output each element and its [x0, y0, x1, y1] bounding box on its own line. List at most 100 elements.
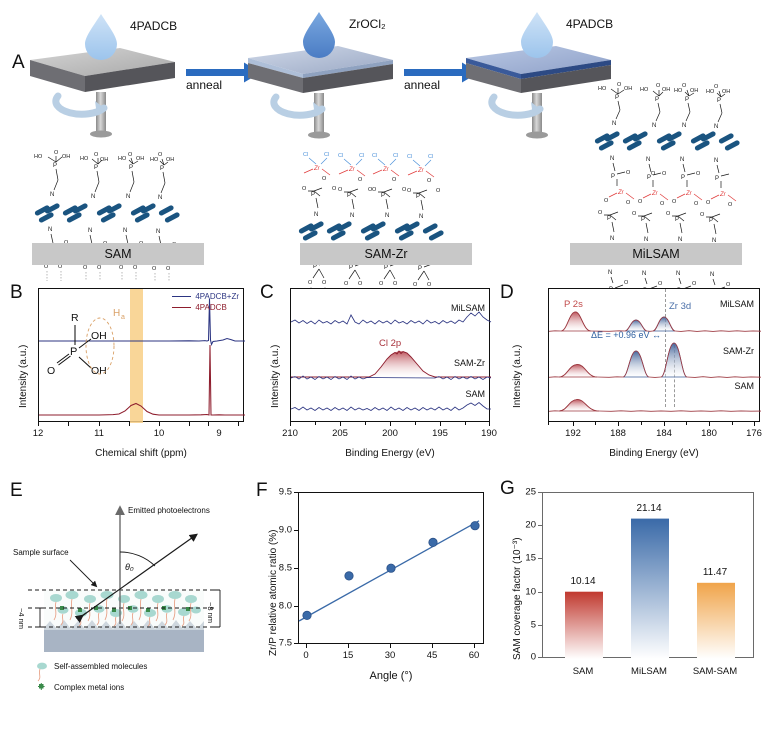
svg-text:Cl: Cl — [428, 154, 433, 160]
panel-e-schematic — [28, 505, 221, 690]
panel-d-xtick-188: 188 — [610, 428, 626, 439]
svg-text:OH: OH — [624, 86, 632, 92]
panel-c-plot-area: MiLSAM SAM-Zr SAM Cl 2p — [290, 288, 492, 422]
panel-e-arrow-label: Emitted photoelectrons — [128, 506, 210, 515]
svg-text:O: O — [402, 187, 407, 193]
trace-d-milsam — [548, 311, 762, 332]
panel-e-angled-arrow — [81, 533, 198, 617]
svg-text:O: O — [119, 265, 124, 271]
droplet-label-2: ZrOCl₂ — [349, 17, 386, 31]
svg-text:N: N — [385, 213, 389, 219]
svg-text:N: N — [610, 156, 614, 162]
trace-c-milsam — [290, 311, 492, 325]
panel-d-annotation-p2s: P 2s — [564, 299, 583, 310]
svg-text:O: O — [379, 281, 384, 287]
svg-text:O: O — [358, 281, 363, 287]
svg-text:O: O — [58, 264, 63, 270]
panel-c-peak-annotation: Cl 2p — [379, 338, 402, 349]
svg-text:O: O — [393, 281, 398, 287]
svg-text:O: O — [651, 171, 656, 177]
svg-text:O: O — [372, 187, 377, 193]
anneal-label-2: anneal — [404, 78, 441, 92]
svg-text:P: P — [384, 265, 388, 271]
panel-g-label: G — [500, 478, 515, 499]
panel-d: D Intensity (a.u.) — [492, 280, 780, 472]
svg-text:O: O — [427, 282, 432, 288]
svg-text:O: O — [700, 212, 705, 218]
svg-text:N: N — [642, 271, 646, 277]
svg-text:P: P — [607, 216, 611, 222]
svg-text:OH: OH — [690, 88, 698, 94]
svg-text:O: O — [97, 265, 102, 271]
panel-f: F Zr/P relative atomic ratio (%) 9.5 9.0… — [252, 478, 500, 718]
panel-g: G SAM coverage factor (10⁻³) 10.14 21.14 — [492, 478, 780, 718]
svg-text:N: N — [48, 227, 52, 233]
panel-e-label: E — [10, 480, 23, 501]
panel-g-ytick-15: 15 — [525, 552, 536, 564]
svg-text:O: O — [728, 202, 733, 208]
svg-text:HO: HO — [34, 154, 43, 160]
panel-d-xtick-184: 184 — [656, 428, 672, 439]
svg-text:P: P — [715, 176, 719, 182]
svg-text:O: O — [322, 280, 327, 286]
svg-text:Zr: Zr — [719, 192, 727, 198]
panel-e: E — [0, 478, 252, 718]
panel-e-depth-bracket — [214, 589, 221, 628]
panel-c-trace-label-milsam: MiLSAM — [450, 303, 485, 313]
panel-b-inset-structure: R P O OH OH H a — [47, 308, 125, 377]
substrate-label-milsam: MiLSAM — [570, 243, 742, 265]
svg-text:N: N — [610, 236, 614, 242]
svg-text:P: P — [641, 217, 645, 223]
svg-text:O: O — [83, 265, 88, 271]
trace-d-sam — [548, 399, 762, 412]
panel-g-ytick-5: 5 — [530, 619, 536, 631]
bar-samsam — [697, 582, 735, 659]
panel-f-scatter — [298, 520, 480, 622]
svg-text:N: N — [710, 272, 714, 278]
svg-text:N: N — [644, 237, 648, 243]
legend-swatch-4padcb-zr — [172, 295, 192, 298]
substrate-label-sam: SAM — [32, 243, 204, 265]
panel-c-xtick-210: 210 — [282, 428, 298, 439]
svg-text:P: P — [717, 98, 721, 104]
svg-text:N: N — [646, 157, 650, 163]
svg-text:OH: OH — [100, 157, 108, 163]
svg-text:O: O — [133, 265, 138, 271]
svg-text:Cl: Cl — [407, 154, 412, 160]
svg-text:O: O — [344, 281, 349, 287]
panel-e-surface-label: Sample surface — [13, 548, 69, 557]
data-point — [428, 537, 438, 548]
svg-text:OH: OH — [662, 87, 670, 93]
svg-text:N: N — [714, 124, 718, 130]
panel-g-ytick-20: 20 — [525, 519, 536, 531]
panel-d-annotation-zr3d: Zr 3d — [669, 301, 692, 312]
panel-d-xtick-192: 192 — [565, 428, 581, 439]
svg-text:O: O — [624, 280, 629, 286]
svg-text:O: O — [94, 152, 99, 158]
svg-text:Zr: Zr — [417, 168, 425, 174]
svg-text:O: O — [706, 200, 711, 206]
svg-text:O: O — [660, 201, 665, 207]
panel-e-angle-arc — [119, 551, 156, 567]
panel-f-xlabel: Angle (°) — [369, 670, 413, 682]
panel-c-ylabel: Intensity (a.u.) — [270, 344, 281, 408]
bar-sam — [565, 591, 603, 659]
droplet-label-3: 4PADCB — [566, 17, 614, 31]
panel-b-xtick-11: 11 — [94, 428, 104, 439]
svg-text:O: O — [332, 186, 337, 192]
svg-text:N: N — [91, 194, 95, 200]
panel-f-plot-area — [298, 492, 484, 644]
svg-text:O: O — [338, 187, 343, 193]
svg-text:Cl: Cl — [359, 153, 364, 159]
svg-text:OH: OH — [166, 157, 174, 163]
panel-g-category-samsam: SAM-SAM — [692, 666, 738, 677]
svg-text:OH: OH — [62, 154, 70, 160]
stage-2-spincoater — [248, 12, 393, 139]
svg-text:O: O — [598, 210, 603, 216]
svg-text:N: N — [350, 213, 354, 219]
bar-value-samsam: 11.47 — [702, 567, 728, 578]
panel-f-xtick-45: 45 — [426, 650, 438, 661]
panel-d-trace-label-milsam: MiLSAM — [719, 299, 754, 309]
svg-text:O: O — [166, 266, 171, 272]
svg-text:N: N — [50, 192, 54, 198]
